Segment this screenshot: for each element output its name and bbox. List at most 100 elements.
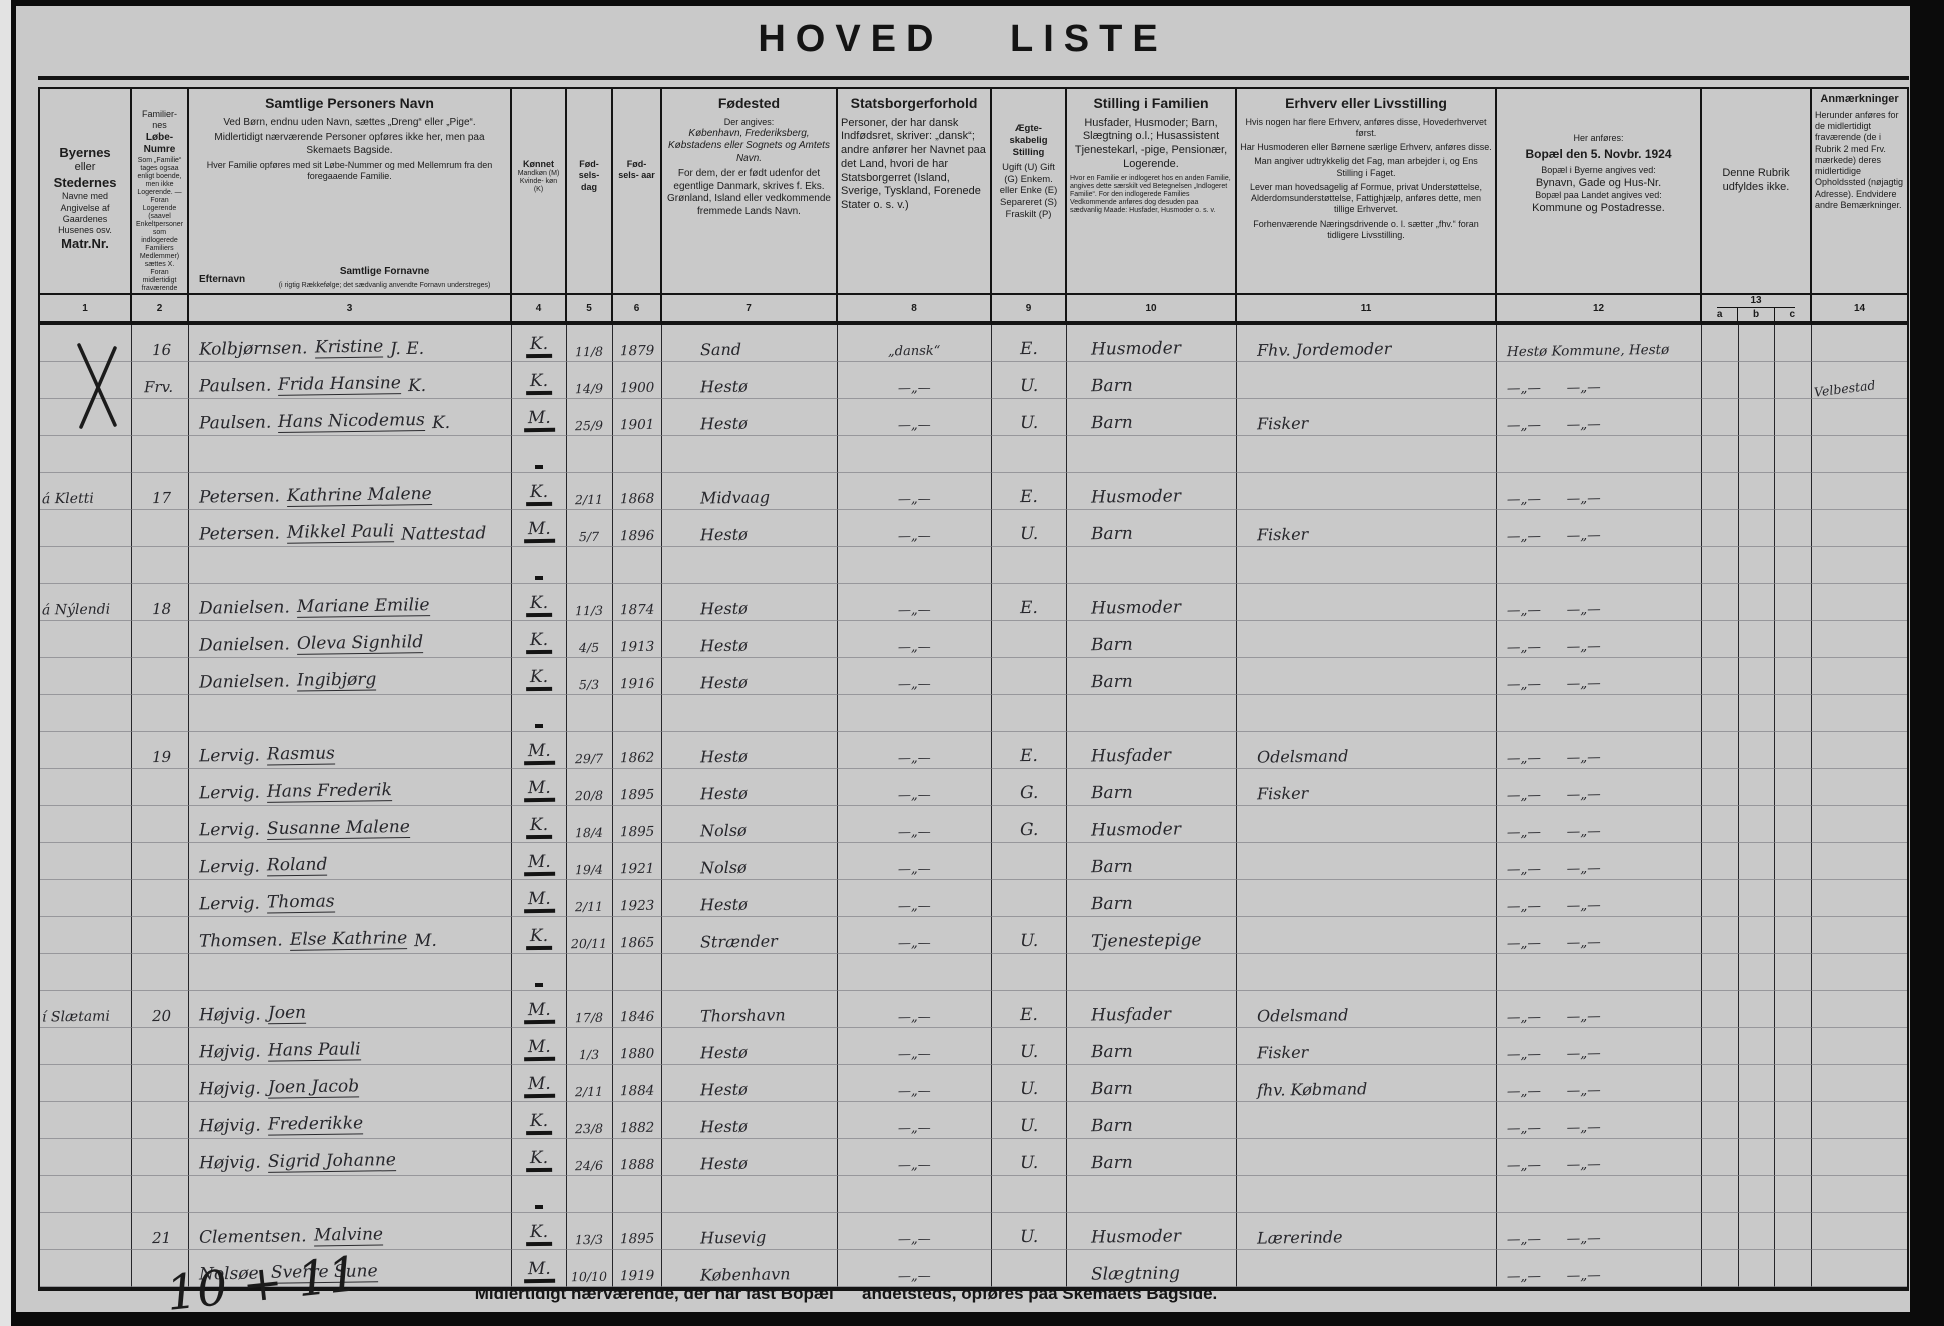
cell-13b bbox=[1739, 1176, 1775, 1213]
cell-sex: M. bbox=[512, 1028, 567, 1065]
table-row: Danielsen. Oleva Signhild K. 4/5 1913 Hes… bbox=[40, 621, 1907, 658]
cell-sex: K. bbox=[512, 917, 567, 954]
cell-family-position: Slægtning bbox=[1067, 1250, 1237, 1287]
cell-remark bbox=[1812, 1028, 1907, 1065]
cell-birthplace: Hestø bbox=[662, 399, 838, 436]
top-rule bbox=[38, 76, 1909, 89]
paper-sheet: HOVED LISTE Byernes eller Stedernes Navn… bbox=[16, 6, 1910, 1322]
cell-sex: K. bbox=[512, 1102, 567, 1139]
cell-remark bbox=[1812, 806, 1907, 843]
cell-occupation bbox=[1237, 621, 1497, 658]
cell-family-position: Barn bbox=[1067, 880, 1237, 917]
cell-birthplace: Hestø bbox=[662, 362, 838, 399]
cell-birthplace bbox=[662, 954, 838, 991]
cell-residence: —„— —„— bbox=[1497, 732, 1702, 769]
cell-place bbox=[40, 880, 132, 917]
cell-occupation: Odelsmand bbox=[1237, 732, 1497, 769]
cell-citizenship: —„— bbox=[838, 1213, 992, 1250]
cell-occupation bbox=[1237, 1176, 1497, 1213]
col-remarks-header: Anmærkninger Herunder anføres for de mid… bbox=[1815, 93, 1904, 210]
cell-sex: M. bbox=[512, 769, 567, 806]
cell-family-position: Husfader bbox=[1067, 732, 1237, 769]
cell-marital-status bbox=[992, 695, 1067, 732]
cell-birthplace: Thorshavn bbox=[662, 991, 838, 1028]
cell-birthplace: Hestø bbox=[662, 658, 838, 695]
cell-birth-year: 1846 bbox=[613, 991, 662, 1028]
cell-birth-day: 17/8 bbox=[567, 991, 613, 1028]
cell-13c bbox=[1775, 917, 1812, 954]
cell-occupation: Lærerinde bbox=[1237, 1213, 1497, 1250]
cell-name: Højvig. Sigrid Johanne bbox=[189, 1139, 512, 1176]
table-row: Højvig. Sigrid Johanne K. 24/6 1888 Hestø… bbox=[40, 1139, 1907, 1176]
cell-remark bbox=[1812, 473, 1907, 510]
cell-family-number bbox=[132, 399, 189, 436]
cell-13c bbox=[1775, 1102, 1812, 1139]
cell-family-position: Barn bbox=[1067, 658, 1237, 695]
cell-sex bbox=[512, 436, 567, 473]
cell-birth-year: 1921 bbox=[613, 843, 662, 880]
cell-occupation bbox=[1237, 547, 1497, 584]
cell-residence: —„— —„— bbox=[1497, 917, 1702, 954]
cell-13a bbox=[1702, 584, 1739, 621]
cell-marital-status: U. bbox=[992, 1102, 1067, 1139]
cell-13b bbox=[1739, 1065, 1775, 1102]
cell-13c bbox=[1775, 658, 1812, 695]
cell-birth-year bbox=[613, 1176, 662, 1213]
table-row: Paulsen. Hans Nicodemus K. M. 25/9 1901 He… bbox=[40, 399, 1907, 436]
cell-birthplace: Hestø bbox=[662, 1102, 838, 1139]
cell-citizenship: —„— bbox=[838, 399, 992, 436]
cell-birth-year: 1923 bbox=[613, 880, 662, 917]
cell-remark: Velbestad bbox=[1812, 362, 1907, 399]
cell-family-position: Barn bbox=[1067, 1102, 1237, 1139]
col-citizenship-header: Statsborgerforhold Personer, der har dan… bbox=[838, 89, 992, 293]
cell-13b bbox=[1739, 843, 1775, 880]
cell-residence bbox=[1497, 954, 1702, 991]
cell-birth-year: 1919 bbox=[613, 1250, 662, 1287]
cell-citizenship bbox=[838, 1176, 992, 1213]
cell-sex: M. bbox=[512, 880, 567, 917]
cell-remark bbox=[1812, 769, 1907, 806]
cell-marital-status bbox=[992, 658, 1067, 695]
cell-13b bbox=[1739, 436, 1775, 473]
cell-name: Lervig. Thomas bbox=[189, 880, 512, 917]
cell-sex: K. bbox=[512, 325, 567, 362]
cell-remark bbox=[1812, 880, 1907, 917]
cell-occupation: fhv. Købmand bbox=[1237, 1065, 1497, 1102]
table-row bbox=[40, 1176, 1907, 1213]
cell-13a bbox=[1702, 1176, 1739, 1213]
cell-remark bbox=[1812, 695, 1907, 732]
cell-occupation bbox=[1237, 1250, 1497, 1287]
cell-citizenship: —„— bbox=[838, 991, 992, 1028]
col-sex-header: Kønnet Mandkøn (M) Kvinde- køn (K) bbox=[512, 89, 567, 293]
cell-name: Højvig. Joen bbox=[189, 991, 512, 1028]
cell-family-number bbox=[132, 1065, 189, 1102]
cell-13b bbox=[1739, 991, 1775, 1028]
cell-residence: —„— —„— bbox=[1497, 584, 1702, 621]
cell-13a bbox=[1702, 991, 1739, 1028]
col-birthyear-header: Fød- sels- aar bbox=[613, 89, 662, 293]
cell-marital-status: E. bbox=[992, 473, 1067, 510]
table-body: 16 Kolbjørnsen. Kristine J. E. K. 11/8 187… bbox=[38, 325, 1909, 1291]
cell-name: Lervig. Rasmus bbox=[189, 732, 512, 769]
cell-residence: —„— —„— bbox=[1497, 1250, 1702, 1287]
cell-birth-day: 2/11 bbox=[567, 880, 613, 917]
cell-place bbox=[40, 362, 132, 399]
cell-13c bbox=[1775, 769, 1812, 806]
cell-birthplace: Hestø bbox=[662, 621, 838, 658]
cell-birth-year: 1888 bbox=[613, 1139, 662, 1176]
cell-13a bbox=[1702, 1102, 1739, 1139]
cell-place bbox=[40, 917, 132, 954]
cell-13c bbox=[1775, 584, 1812, 621]
cell-remark bbox=[1812, 621, 1907, 658]
cell-residence bbox=[1497, 695, 1702, 732]
cell-place bbox=[40, 1176, 132, 1213]
cell-citizenship: —„— bbox=[838, 917, 992, 954]
cell-birth-day: 2/11 bbox=[567, 1065, 613, 1102]
cell-birth-year: 1916 bbox=[613, 658, 662, 695]
table-row: Lervig. Roland M. 19/4 1921 Nolsø —„— Bar… bbox=[40, 843, 1907, 880]
cell-family-number bbox=[132, 1176, 189, 1213]
cell-marital-status: U. bbox=[992, 1213, 1067, 1250]
cell-13c bbox=[1775, 1176, 1812, 1213]
page-title: HOVED LISTE bbox=[758, 18, 1168, 60]
cell-name: Danielsen. Mariane Emilie bbox=[189, 584, 512, 621]
